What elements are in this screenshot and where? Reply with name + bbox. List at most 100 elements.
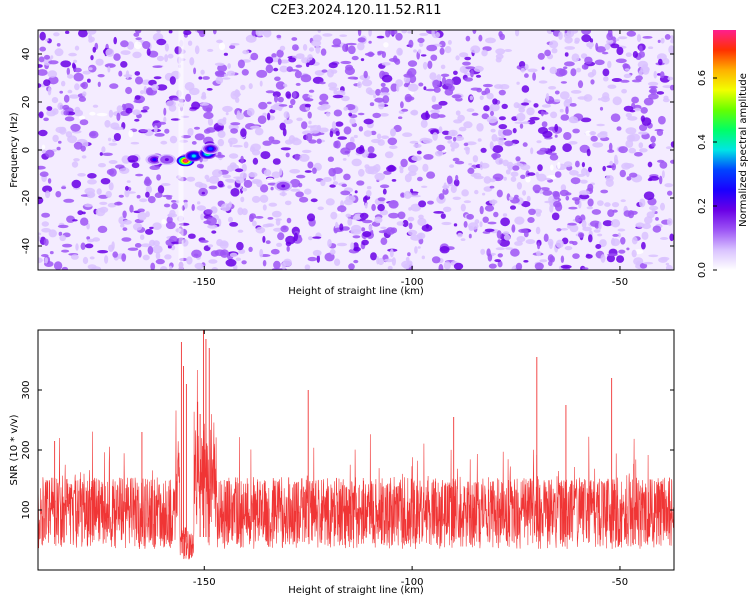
spectrogram-cell bbox=[648, 46, 654, 49]
spectrogram-cell bbox=[328, 82, 338, 89]
spectrogram-cell bbox=[502, 159, 509, 167]
spectrogram-cell bbox=[80, 145, 86, 152]
spectrogram-cell bbox=[501, 103, 508, 109]
spectrogram-hotspot bbox=[183, 159, 188, 163]
spectrogram-cell bbox=[317, 206, 324, 211]
spectrogram-cell bbox=[249, 214, 254, 223]
spectrogram-cell bbox=[208, 244, 214, 248]
spectrogram-cell bbox=[584, 56, 593, 65]
spectrogram-cell bbox=[559, 108, 564, 113]
spectrogram-cell bbox=[118, 194, 124, 198]
spectrogram-cell bbox=[636, 34, 642, 43]
spectrogram-cell bbox=[351, 55, 359, 61]
spectrogram-cell bbox=[499, 239, 510, 247]
spectrogram-cell bbox=[647, 161, 653, 168]
spectrogram-cell bbox=[39, 46, 46, 52]
spectrogram-cell bbox=[463, 221, 468, 228]
spectrogram-cell bbox=[105, 48, 115, 57]
spectrogram-cell bbox=[352, 215, 361, 221]
spectrogram-cell bbox=[155, 252, 161, 260]
spectrogram-cell bbox=[410, 203, 422, 212]
spectrogram-cell bbox=[461, 189, 469, 197]
spectrogram-cell bbox=[371, 138, 381, 144]
spectrogram-cell bbox=[384, 258, 394, 263]
spectrogram-cell bbox=[541, 121, 548, 128]
spectrogram-hotspot bbox=[152, 158, 157, 162]
spectrogram-cell bbox=[307, 161, 314, 169]
spectrogram-cell bbox=[88, 67, 93, 71]
spectrogram-cell bbox=[229, 222, 239, 227]
spectrogram-cell bbox=[227, 63, 231, 69]
spectrogram-cell bbox=[611, 163, 616, 171]
spectrogram-cell bbox=[157, 185, 165, 194]
spectrogram-cell bbox=[237, 229, 244, 233]
spectrogram-cell bbox=[321, 69, 328, 73]
spectrogram-cell bbox=[339, 223, 344, 231]
spectrogram-cell bbox=[537, 242, 541, 250]
spectrogram-cell bbox=[565, 106, 569, 115]
spectrogram-cell bbox=[133, 32, 140, 37]
spectrogram-cell bbox=[279, 45, 286, 51]
spectrogram-cell bbox=[113, 53, 121, 61]
spectrogram-cell bbox=[285, 91, 292, 99]
spectrogram-cell bbox=[503, 176, 507, 181]
spectrogram-cell bbox=[483, 176, 492, 184]
spectrogram-cell bbox=[280, 225, 289, 233]
spectrogram-cell bbox=[639, 198, 646, 208]
spectrogram-cell bbox=[342, 158, 347, 161]
spectrogram-cell bbox=[380, 237, 388, 245]
spectrogram-cell bbox=[197, 201, 201, 205]
spectrogram-cell bbox=[563, 66, 568, 69]
y-tick-label: 300 bbox=[21, 380, 32, 399]
spectrogram-cell bbox=[620, 199, 626, 203]
spectrogram-cell bbox=[444, 88, 454, 96]
spectrogram-cell bbox=[156, 30, 161, 33]
spectrogram-cell bbox=[97, 225, 108, 233]
spectrogram-cell bbox=[65, 30, 70, 34]
spectrogram-cell bbox=[135, 76, 143, 85]
spectrogram-cell bbox=[453, 119, 463, 124]
spectrogram-cell bbox=[454, 136, 465, 141]
spectrogram-cell bbox=[89, 111, 96, 116]
spectrogram-cell bbox=[187, 40, 193, 46]
spectrogram-cell bbox=[296, 174, 306, 179]
spectrogram-cell bbox=[449, 164, 455, 168]
spectrogram-cell bbox=[286, 217, 292, 224]
spectrogram-cell bbox=[641, 231, 649, 240]
spectrogram-cell bbox=[439, 47, 445, 55]
spectrogram-cell bbox=[607, 149, 615, 153]
spectrogram-cell bbox=[240, 155, 244, 164]
spectrogram-cell bbox=[581, 219, 587, 229]
spectrogram-cell bbox=[271, 210, 282, 218]
spectrogram-cell bbox=[363, 70, 368, 79]
spectrogram-cell bbox=[165, 221, 176, 230]
spectrogram-cell bbox=[628, 135, 634, 141]
spectrogram-cell bbox=[404, 173, 412, 183]
spectrogram-cell bbox=[400, 101, 404, 109]
spectrogram-cell bbox=[129, 204, 134, 213]
spectrogram-cell bbox=[74, 83, 80, 91]
spectrogram-cell bbox=[597, 132, 608, 139]
spectrogram-cell bbox=[523, 230, 529, 238]
spectrogram-cell bbox=[473, 65, 484, 72]
spectrogram-cell bbox=[254, 127, 264, 136]
spectrogram-cell bbox=[490, 128, 496, 133]
spectrogram-cell bbox=[219, 240, 229, 250]
spectrogram-cell bbox=[272, 158, 281, 165]
spectrogram-cell bbox=[549, 66, 558, 74]
spectrogram-cell bbox=[602, 51, 609, 55]
spectrogram-cell bbox=[508, 196, 514, 201]
spectrogram-cell bbox=[364, 202, 368, 209]
spectrogram-cell bbox=[634, 152, 643, 157]
y-tick-label: 40 bbox=[21, 48, 32, 61]
spectrogram-cell bbox=[259, 248, 264, 258]
spectrogram-cell bbox=[420, 54, 427, 57]
spectrogram-cell bbox=[442, 130, 450, 135]
spectrogram-cell bbox=[134, 71, 141, 76]
spectrogram-cell bbox=[217, 180, 224, 188]
spectrogram-cell bbox=[472, 155, 479, 163]
spectrogram-cell bbox=[112, 126, 124, 131]
spectrogram-cell bbox=[227, 137, 238, 145]
spectrogram-cell bbox=[350, 242, 355, 250]
spectrogram-cell bbox=[248, 83, 253, 90]
